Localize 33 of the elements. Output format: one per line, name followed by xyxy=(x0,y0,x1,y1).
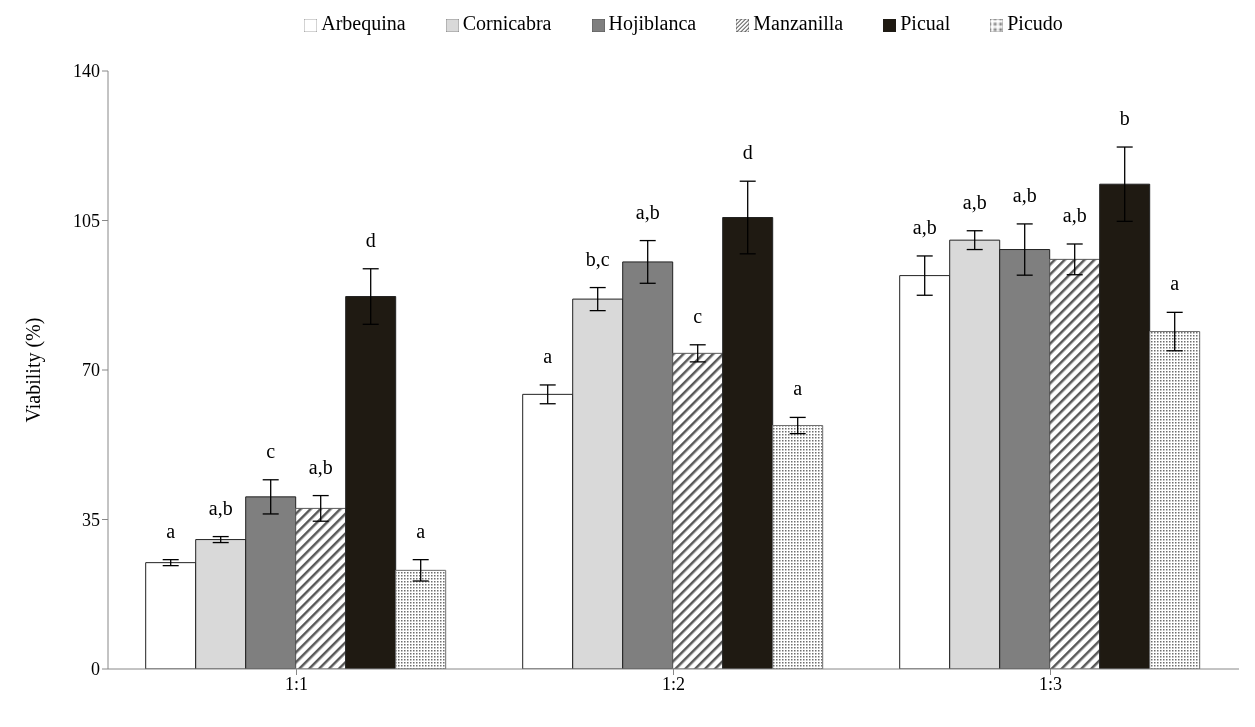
legend-label: Hojiblanca xyxy=(608,12,697,34)
y-tick-label: 70 xyxy=(82,360,100,381)
data-label: b xyxy=(1119,107,1130,130)
data-label: a,b xyxy=(1062,203,1087,226)
y-axis-title: Viability (%) xyxy=(22,317,46,423)
data-label: d xyxy=(742,141,753,164)
x-tick-label: 1:2 xyxy=(661,673,686,694)
data-label: a,b xyxy=(1012,183,1037,206)
data-label: a,b xyxy=(308,455,333,478)
y-tick-label: 35 xyxy=(82,509,100,530)
data-label: c xyxy=(266,439,276,462)
data-label: a xyxy=(793,377,803,400)
legend-label: Manzanilla xyxy=(753,12,844,34)
data-label: a xyxy=(1170,272,1180,295)
x-tick-label: 1:1 xyxy=(284,673,309,694)
legend-label: Arbequina xyxy=(321,12,406,34)
data-label: d xyxy=(365,228,376,251)
y-tick-label: 105 xyxy=(73,210,100,231)
x-tick-label: 1:3 xyxy=(1038,673,1063,694)
data-label: c xyxy=(693,304,703,327)
y-tick-label: 0 xyxy=(91,659,100,680)
data-label: a,b xyxy=(208,496,233,519)
legend-label: Picual xyxy=(900,12,951,34)
data-label: a xyxy=(416,519,426,542)
y-tick-label: 140 xyxy=(73,61,100,82)
data-label: a,b xyxy=(962,190,987,213)
data-label: a,b xyxy=(635,200,660,223)
legend-label: Cornicabra xyxy=(462,12,552,34)
data-label: a xyxy=(166,519,176,542)
legend-label: Picudo xyxy=(1007,12,1063,34)
data-label: a,b xyxy=(912,215,937,238)
data-label: a xyxy=(543,344,553,367)
data-label: b,c xyxy=(585,247,610,270)
